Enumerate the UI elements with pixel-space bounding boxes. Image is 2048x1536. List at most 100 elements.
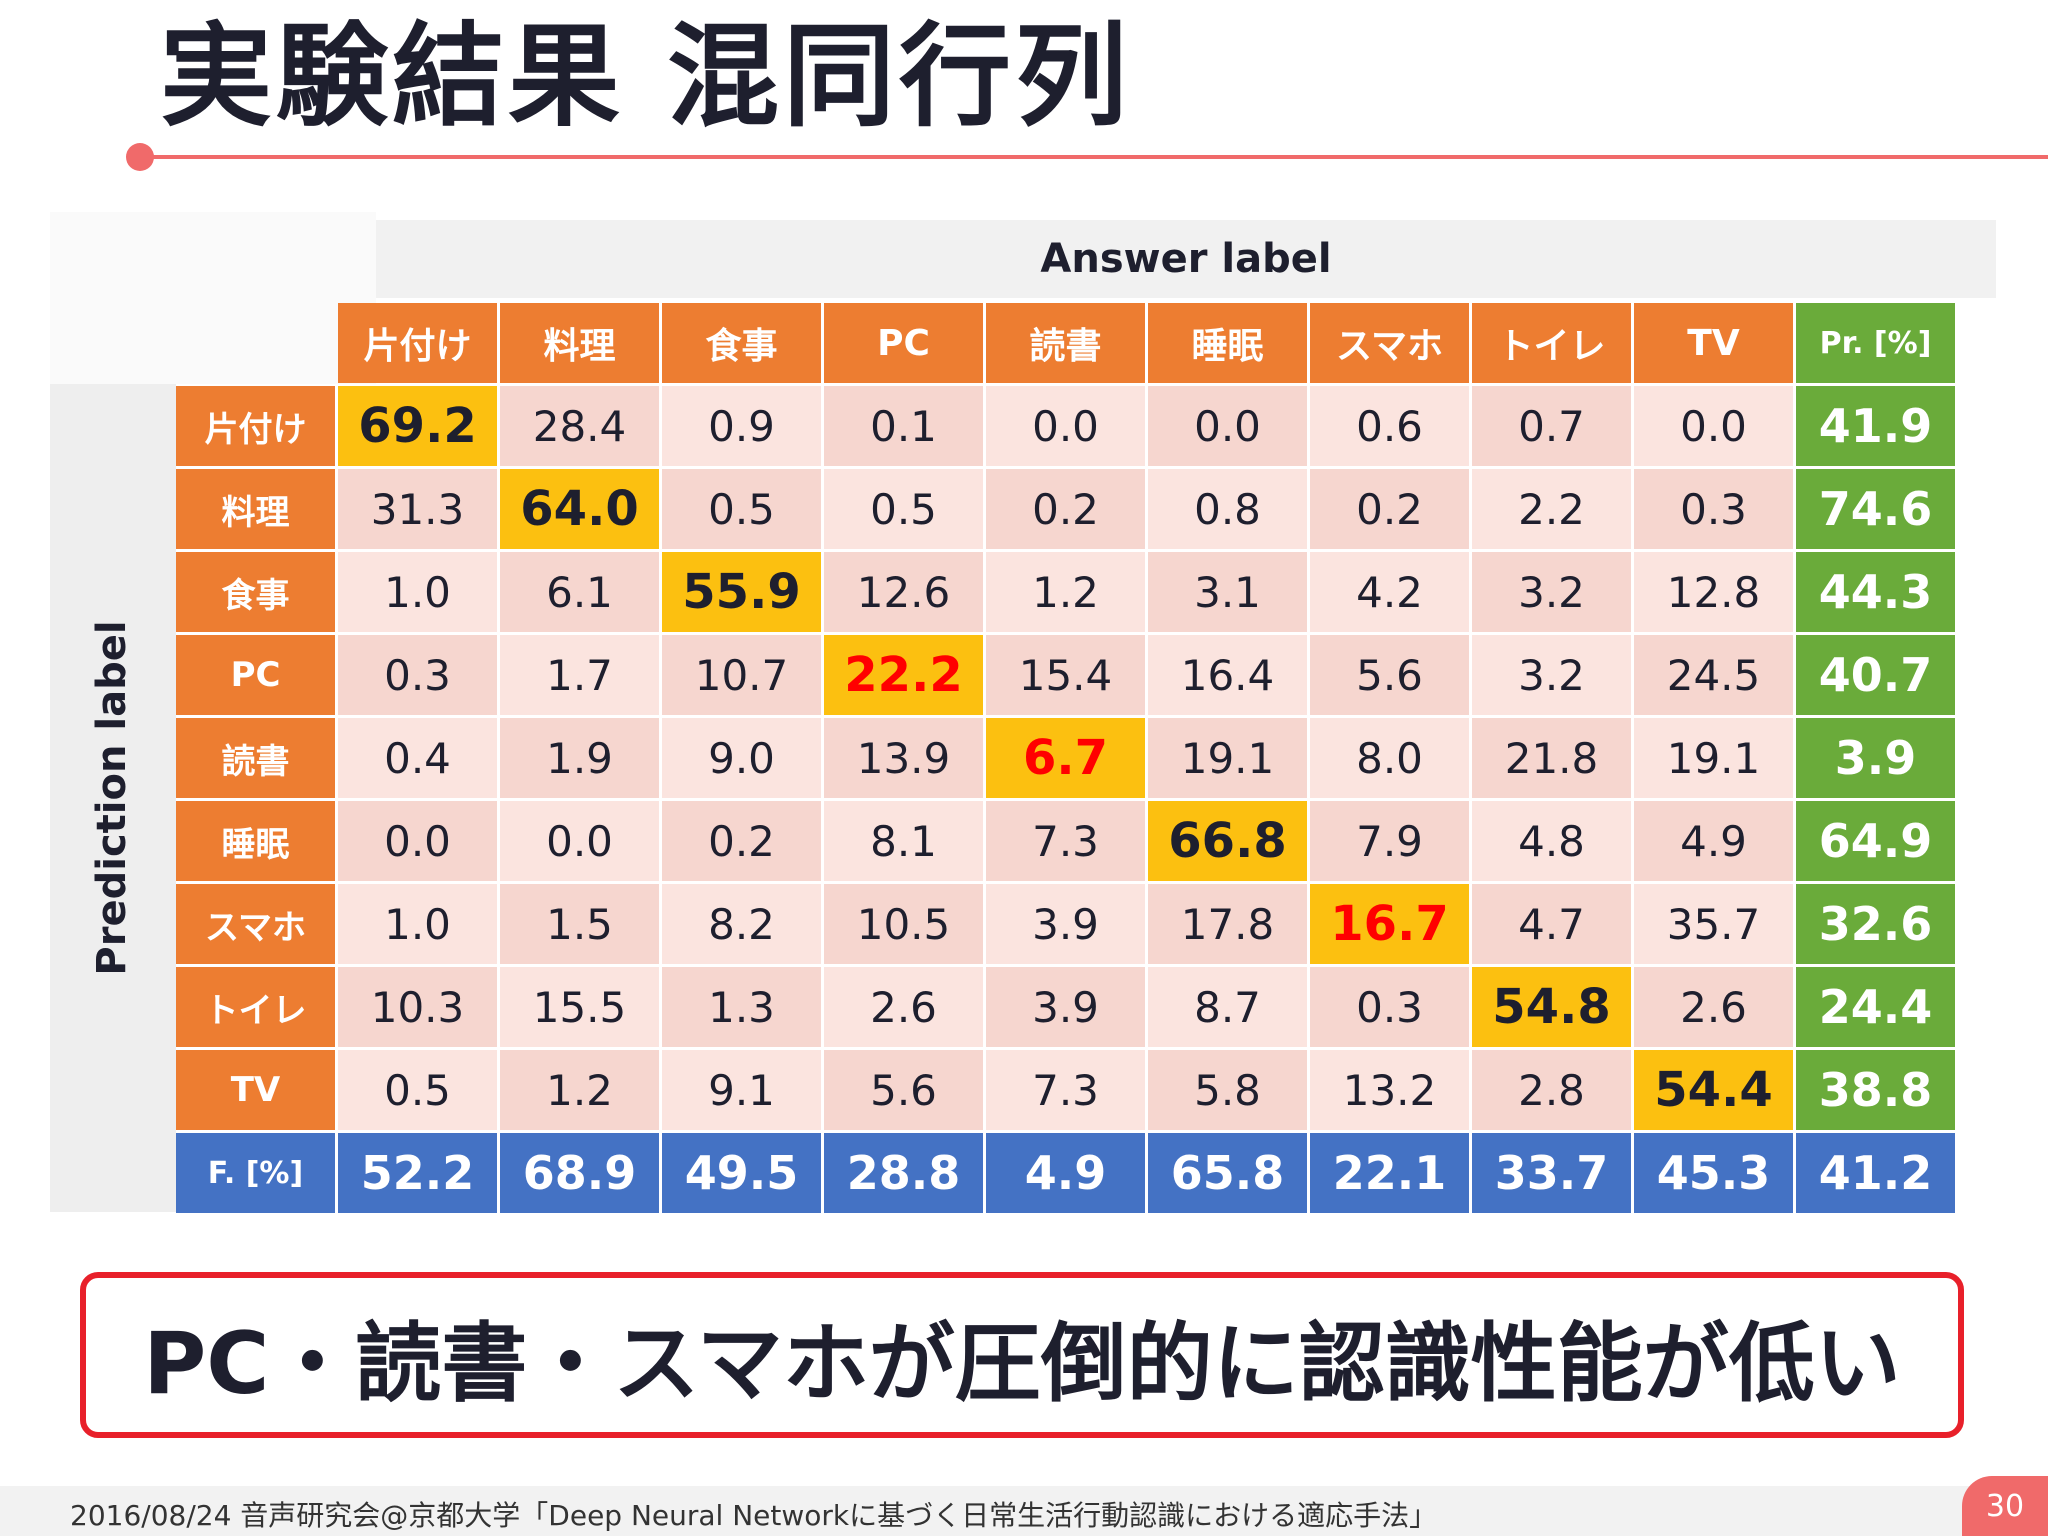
fscore-cell: 52.2 xyxy=(338,1133,497,1213)
matrix-cell-diagonal: 66.8 xyxy=(1148,801,1307,881)
matrix-cell: 2.8 xyxy=(1472,1050,1631,1130)
matrix-cell: 4.7 xyxy=(1472,884,1631,964)
matrix-cell: 16.4 xyxy=(1148,635,1307,715)
matrix-cell: 0.3 xyxy=(1634,469,1793,549)
matrix-cell-diagonal: 54.8 xyxy=(1472,967,1631,1047)
matrix-cell: 8.2 xyxy=(662,884,821,964)
precision-cell: 40.7 xyxy=(1796,635,1955,715)
matrix-cell: 0.0 xyxy=(338,801,497,881)
fscore-cell: 4.9 xyxy=(986,1133,1145,1213)
matrix-cell: 0.5 xyxy=(338,1050,497,1130)
precision-cell: 32.6 xyxy=(1796,884,1955,964)
matrix-cell: 10.3 xyxy=(338,967,497,1047)
matrix-cell: 1.5 xyxy=(500,884,659,964)
precision-cell: 44.3 xyxy=(1796,552,1955,632)
page-number: 30 xyxy=(1962,1476,2048,1536)
matrix-cell: 7.3 xyxy=(986,1050,1145,1130)
matrix-cell: 35.7 xyxy=(1634,884,1793,964)
row-header: PC xyxy=(176,635,335,715)
prediction-label-band xyxy=(50,384,176,1212)
matrix-cell: 3.2 xyxy=(1472,635,1631,715)
matrix-cell: 8.0 xyxy=(1310,718,1469,798)
matrix-cell: 0.6 xyxy=(1310,386,1469,466)
precision-cell: 3.9 xyxy=(1796,718,1955,798)
precision-cell: 38.8 xyxy=(1796,1050,1955,1130)
matrix-cell: 12.6 xyxy=(824,552,983,632)
matrix-cell: 6.1 xyxy=(500,552,659,632)
precision-cell: 41.9 xyxy=(1796,386,1955,466)
matrix-cell: 8.1 xyxy=(824,801,983,881)
fscore-cell: 45.3 xyxy=(1634,1133,1793,1213)
matrix-cell: 0.8 xyxy=(1148,469,1307,549)
fscore-header: F. [%] xyxy=(176,1133,335,1213)
matrix-cell: 3.9 xyxy=(986,884,1145,964)
fscore-cell: 68.9 xyxy=(500,1133,659,1213)
precision-cell: 24.4 xyxy=(1796,967,1955,1047)
row-header: 料理 xyxy=(176,469,335,549)
row-header: 睡眠 xyxy=(176,801,335,881)
matrix-cell-diagonal: 55.9 xyxy=(662,552,821,632)
matrix-cell-diagonal: 16.7 xyxy=(1310,884,1469,964)
column-header: 睡眠 xyxy=(1148,303,1307,383)
matrix-cell: 4.8 xyxy=(1472,801,1631,881)
matrix-cell: 1.9 xyxy=(500,718,659,798)
matrix-cell: 0.0 xyxy=(1148,386,1307,466)
column-header: トイレ xyxy=(1472,303,1631,383)
matrix-cell: 19.1 xyxy=(1148,718,1307,798)
row-header: TV xyxy=(176,1050,335,1130)
matrix-cell: 5.6 xyxy=(1310,635,1469,715)
table-corner xyxy=(50,212,376,384)
overall-fscore-cell: 41.2 xyxy=(1796,1133,1955,1213)
matrix-cell: 1.2 xyxy=(500,1050,659,1130)
matrix-cell: 7.9 xyxy=(1310,801,1469,881)
matrix-cell: 13.2 xyxy=(1310,1050,1469,1130)
matrix-cell: 10.5 xyxy=(824,884,983,964)
row-header: スマホ xyxy=(176,884,335,964)
matrix-cell: 1.0 xyxy=(338,552,497,632)
matrix-cell: 0.0 xyxy=(986,386,1145,466)
matrix-cell: 17.8 xyxy=(1148,884,1307,964)
column-header: 片付け xyxy=(338,303,497,383)
matrix-cell: 3.2 xyxy=(1472,552,1631,632)
row-header: 読書 xyxy=(176,718,335,798)
answer-label: Answer label xyxy=(376,220,1996,298)
matrix-cell: 5.8 xyxy=(1148,1050,1307,1130)
column-header: 読書 xyxy=(986,303,1145,383)
matrix-cell: 8.7 xyxy=(1148,967,1307,1047)
matrix-cell: 9.0 xyxy=(662,718,821,798)
matrix-cell: 1.2 xyxy=(986,552,1145,632)
matrix-cell: 0.2 xyxy=(1310,469,1469,549)
fscore-cell: 49.5 xyxy=(662,1133,821,1213)
matrix-cell: 2.6 xyxy=(1634,967,1793,1047)
conclusion-callout: PC・読書・スマホが圧倒的に認識性能が低い xyxy=(80,1272,1964,1438)
matrix-cell: 13.9 xyxy=(824,718,983,798)
matrix-cell: 7.3 xyxy=(986,801,1145,881)
matrix-cell: 0.2 xyxy=(662,801,821,881)
matrix-cell: 31.3 xyxy=(338,469,497,549)
matrix-cell: 19.1 xyxy=(1634,718,1793,798)
matrix-cell: 15.4 xyxy=(986,635,1145,715)
matrix-cell: 1.7 xyxy=(500,635,659,715)
column-header: スマホ xyxy=(1310,303,1469,383)
matrix-cell: 4.9 xyxy=(1634,801,1793,881)
matrix-cell-diagonal: 22.2 xyxy=(824,635,983,715)
footer-text: 2016/08/24 音声研究会@京都大学「Deep Neural Networ… xyxy=(70,1499,1438,1532)
matrix-cell: 0.1 xyxy=(824,386,983,466)
matrix-cell: 0.5 xyxy=(824,469,983,549)
matrix-cell: 3.1 xyxy=(1148,552,1307,632)
matrix-cell: 9.1 xyxy=(662,1050,821,1130)
matrix-cell: 21.8 xyxy=(1472,718,1631,798)
matrix-cell: 4.2 xyxy=(1310,552,1469,632)
row-header: 食事 xyxy=(176,552,335,632)
matrix-cell: 0.0 xyxy=(1634,386,1793,466)
row-header: トイレ xyxy=(176,967,335,1047)
fscore-cell: 65.8 xyxy=(1148,1133,1307,1213)
matrix-cell: 0.9 xyxy=(662,386,821,466)
matrix-cell: 0.4 xyxy=(338,718,497,798)
prediction-label: Prediction label xyxy=(89,620,135,976)
precision-cell: 74.6 xyxy=(1796,469,1955,549)
matrix-cell: 5.6 xyxy=(824,1050,983,1130)
precision-cell: 64.9 xyxy=(1796,801,1955,881)
footer-bar xyxy=(0,1486,2048,1536)
precision-header: Pr. [%] xyxy=(1796,303,1955,383)
